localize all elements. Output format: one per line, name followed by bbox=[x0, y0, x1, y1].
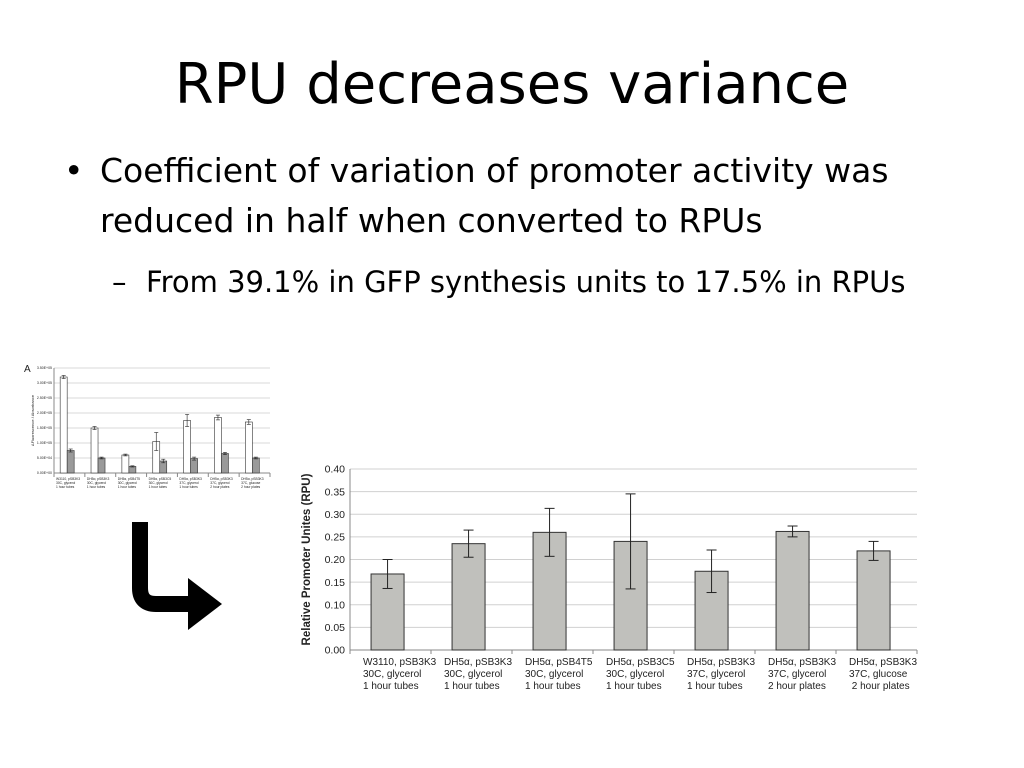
bar bbox=[856, 550, 891, 651]
bar bbox=[97, 457, 106, 474]
bent-down-right-arrow-icon bbox=[132, 522, 222, 630]
y-tick-label: 0.35 bbox=[325, 486, 346, 498]
x-tick-label: DH5α, pSB4T5 30C, glycerol 1 hour tubes bbox=[525, 657, 593, 692]
y-tick-label: 0.05 bbox=[325, 622, 346, 634]
bar bbox=[245, 421, 253, 474]
bar bbox=[221, 453, 229, 474]
bullet-text: Coefficient of variation of promoter act… bbox=[100, 151, 889, 240]
slide-title: RPU decreases variance bbox=[174, 52, 850, 117]
x-tick-label: W3110, pSB3K3 30C, glycerol 1 hour tubes bbox=[363, 657, 437, 692]
panel-label: A bbox=[24, 364, 31, 375]
bar bbox=[451, 543, 486, 651]
bar bbox=[59, 376, 68, 474]
y-tick-label: 1.00E+05 bbox=[37, 441, 52, 445]
bar bbox=[183, 420, 191, 474]
y-tick-label: 1.50E+05 bbox=[37, 426, 52, 430]
x-tick-label: DH5α, pSB3K3 37C, glycerol 2 hour plates bbox=[768, 657, 836, 692]
y-tick-label: 0.00 bbox=[325, 645, 346, 657]
y-tick-label: 0.00E+00 bbox=[37, 471, 52, 475]
y-axis-label: Relative Promoter Unites (RPU) bbox=[301, 473, 313, 645]
x-tick-label: DH5α, pSB3K3 37C, glycerol 1 hour tubes bbox=[179, 477, 202, 489]
x-tick-label: DH5α, pSB3C5 30C, glycerol 1 hour tubes bbox=[149, 477, 172, 489]
bar bbox=[128, 466, 137, 474]
x-tick-label: DH5α, pSB3K3 37C, glucose 2 hour plates bbox=[241, 477, 264, 489]
bar bbox=[775, 530, 810, 651]
fluorescence-chart: A 3.50E+05 3.00E+05 2.50E+05 2.00E+05 1.50E+0… bbox=[24, 364, 271, 489]
bar bbox=[252, 457, 260, 474]
y-tick-label: 0.25 bbox=[325, 532, 346, 544]
y-tick-label: 0.20 bbox=[325, 554, 346, 566]
y-axis-label: ΔFluorescence / Absorbance bbox=[30, 394, 35, 446]
bar bbox=[214, 417, 222, 474]
y-tick-label: 2.00E+05 bbox=[37, 411, 52, 415]
x-tick-label: DH5α, pSB3K3 37C, glucose 2 hour plates bbox=[849, 657, 917, 692]
bar bbox=[66, 450, 75, 474]
bar bbox=[613, 540, 648, 651]
x-tick-label: DH5α, pSB3K3 30C, glycerol 1 hour tubes bbox=[87, 477, 110, 489]
y-tick-label: 0.40 bbox=[325, 464, 346, 476]
bullet-symbol: • bbox=[64, 151, 84, 190]
bar bbox=[121, 454, 130, 474]
y-tick-label: 5.00E+04 bbox=[37, 456, 52, 460]
bar bbox=[90, 427, 99, 474]
x-tick-label: DH5α, pSB3K3 37C, glycerol 2 hour plates bbox=[210, 477, 233, 489]
sub-bullet-text: From 39.1% in GFP synthesis units to 17.… bbox=[146, 265, 906, 299]
x-tick-label: DH5α, pSB3C5 30C, glycerol 1 hour tubes bbox=[606, 657, 675, 692]
x-tick-label: DH5α, pSB4T5 30C, glycerol 1 hour tubes bbox=[118, 477, 140, 489]
sub-bullet-symbol: – bbox=[112, 265, 127, 299]
x-tick-label: DH5α, pSB3K3 30C, glycerol 1 hour tubes bbox=[444, 657, 512, 692]
y-tick-label: 0.10 bbox=[325, 599, 346, 611]
x-tick-label: DH5α, pSB3K3 37C, glycerol 1 hour tubes bbox=[687, 657, 755, 692]
y-tick-label: 2.50E+05 bbox=[37, 396, 52, 400]
bar bbox=[190, 458, 198, 474]
rpu-chart: 0.40 0.35 0.30 0.25 0.20 0.15 0.10 0.05 0.00 Rela… bbox=[301, 464, 918, 692]
y-tick-label: 0.30 bbox=[325, 509, 346, 521]
x-tick-label: W3110, pSB3K3 30C, glycerol 1 hour tubes bbox=[56, 477, 80, 489]
y-tick-label: 0.15 bbox=[325, 577, 346, 589]
y-tick-label: 3.00E+05 bbox=[37, 381, 52, 385]
y-tick-label: 3.50E+05 bbox=[37, 366, 52, 370]
